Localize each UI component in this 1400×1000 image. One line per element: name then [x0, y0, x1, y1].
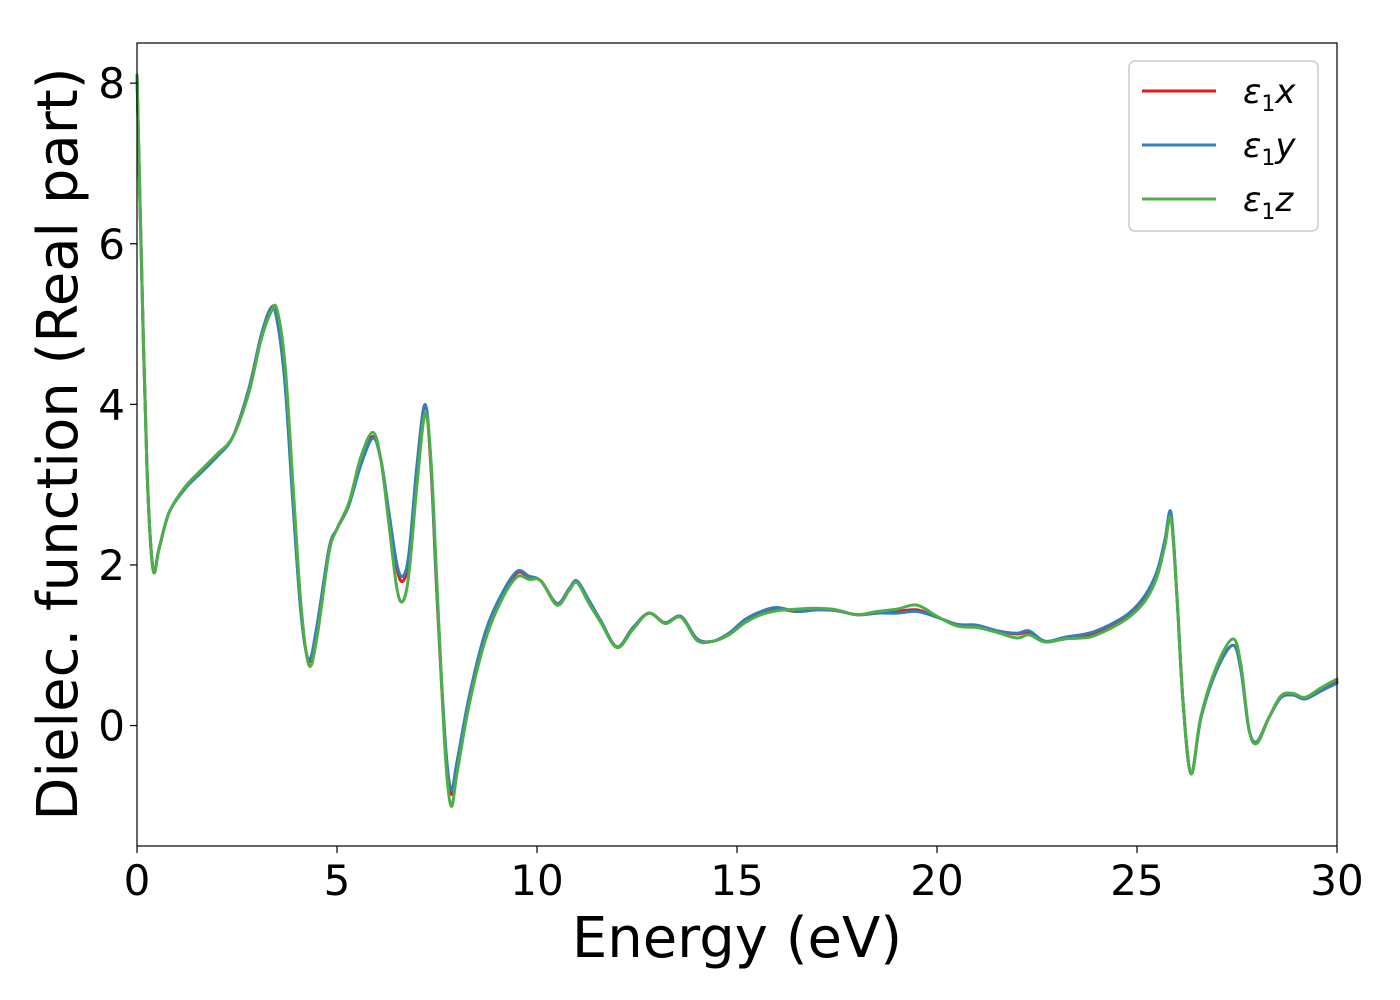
- x-tick-label: 30: [1310, 856, 1363, 905]
- legend-box: [1128, 60, 1319, 232]
- series-line-z: [135, 73, 1339, 808]
- y-axis-label: Dielec. function (Real part): [26, 67, 91, 820]
- x-tick-label: 15: [710, 856, 763, 905]
- series-layer: [135, 73, 1339, 808]
- legend-label-x: ε1x: [1243, 72, 1296, 117]
- x-axis-ticks: 0 5 10 15 20 25 30: [124, 846, 1364, 905]
- y-tick-label: 2: [98, 541, 125, 590]
- x-tick-label: 0: [124, 856, 151, 905]
- x-axis-label: Energy (eV): [572, 906, 902, 971]
- y-tick-label: 4: [98, 380, 125, 429]
- y-axis-ticks: 0 2 4 6 8: [98, 59, 137, 751]
- x-tick-label: 10: [510, 856, 563, 905]
- y-tick-label: 0: [98, 702, 125, 751]
- x-tick-label: 25: [1110, 856, 1163, 905]
- y-tick-label: 8: [98, 59, 125, 108]
- legend: ε1x ε1y ε1z: [1128, 60, 1319, 232]
- legend-label-y: ε1y: [1243, 126, 1296, 171]
- legend-label-z: ε1z: [1243, 180, 1294, 225]
- x-tick-label: 20: [910, 856, 963, 905]
- x-tick-label: 5: [324, 856, 351, 905]
- y-tick-label: 6: [98, 220, 125, 269]
